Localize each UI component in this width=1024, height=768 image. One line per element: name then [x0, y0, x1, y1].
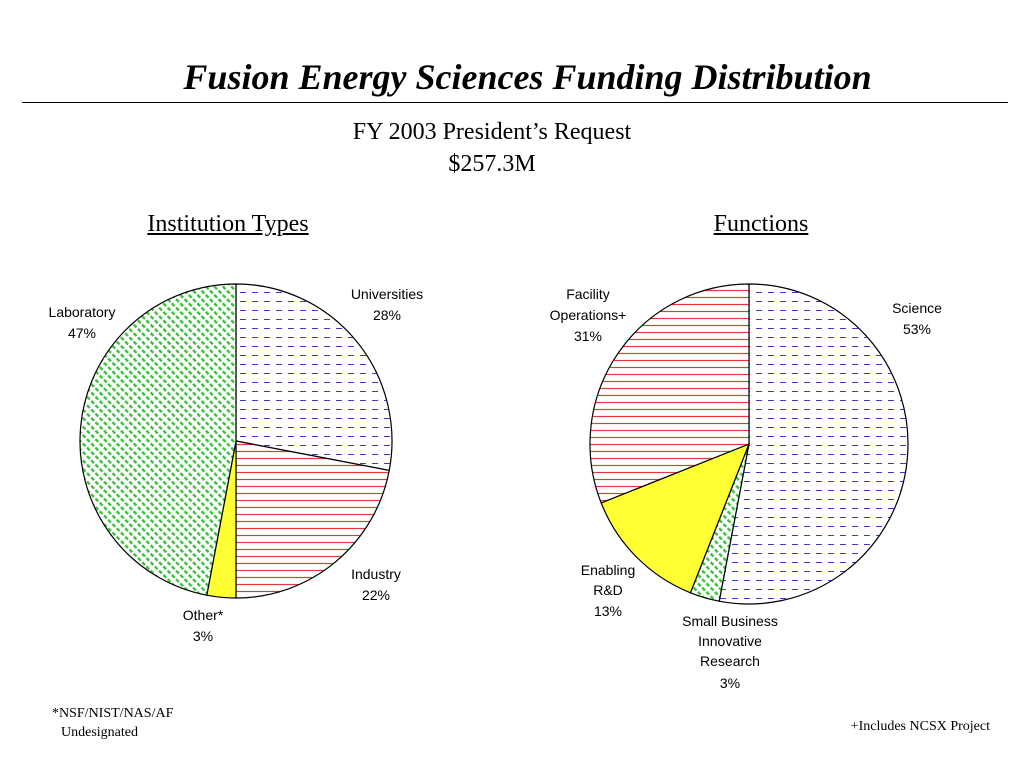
subtitle-amount: $257.3M: [448, 151, 536, 177]
label-enabling-percent: 13%: [594, 603, 622, 619]
label-facility-percent: 31%: [574, 328, 602, 344]
label-facility-line1: Facility: [566, 286, 610, 302]
pie-title-institution-types: Institution Types: [147, 211, 309, 237]
label-enabling-line2: R&D: [593, 582, 623, 598]
label-industry: Industry: [351, 566, 401, 582]
footnote-other: *NSF/NIST/NAS/AF Undesignated: [52, 704, 173, 742]
pie-slice-science: [718, 283, 909, 605]
footnote-other-line1: *NSF/NIST/NAS/AF: [52, 706, 174, 721]
pie-slice-laboratory: [79, 283, 237, 596]
label-industry-percent: 22%: [362, 587, 390, 603]
pie-slice-facility-operations: [589, 283, 750, 504]
label-sbir-line3: Research: [700, 653, 760, 669]
label-other: Other*: [183, 607, 224, 623]
pie-slice-universities: [235, 283, 393, 472]
pie-slice-enabling-r-d: [600, 442, 751, 594]
label-laboratory: Laboratory: [49, 304, 116, 320]
page-title: Fusion Energy Sciences Funding Distribut…: [183, 57, 872, 97]
label-science-percent: 53%: [903, 321, 931, 337]
label-sbir-line2: Innovative: [698, 633, 762, 649]
title-divider: [22, 102, 1008, 103]
pie-institution-types: [79, 283, 393, 599]
label-sbir-percent: 3%: [720, 675, 740, 691]
label-laboratory-percent: 47%: [68, 325, 96, 341]
label-enabling-line1: Enabling: [581, 562, 636, 578]
footnote-ncsx: +Includes NCSX Project: [850, 719, 990, 734]
pie-title-functions: Functions: [713, 211, 809, 237]
label-sbir-line1: Small Business: [682, 613, 778, 629]
pie-slice-industry: [235, 440, 390, 599]
label-facility-line2: Operations+: [550, 307, 627, 323]
footnote-other-line2: Undesignated: [61, 725, 138, 740]
chart-subtitle: FY 2003 President’s Request $257.3M: [242, 116, 742, 180]
pie-functions: [589, 283, 909, 605]
label-other-percent: 3%: [193, 628, 213, 644]
label-universities: Universities: [351, 286, 423, 302]
subtitle-request: FY 2003 President’s Request: [352, 119, 632, 145]
label-science: Science: [892, 300, 942, 316]
label-universities-percent: 28%: [373, 307, 401, 323]
